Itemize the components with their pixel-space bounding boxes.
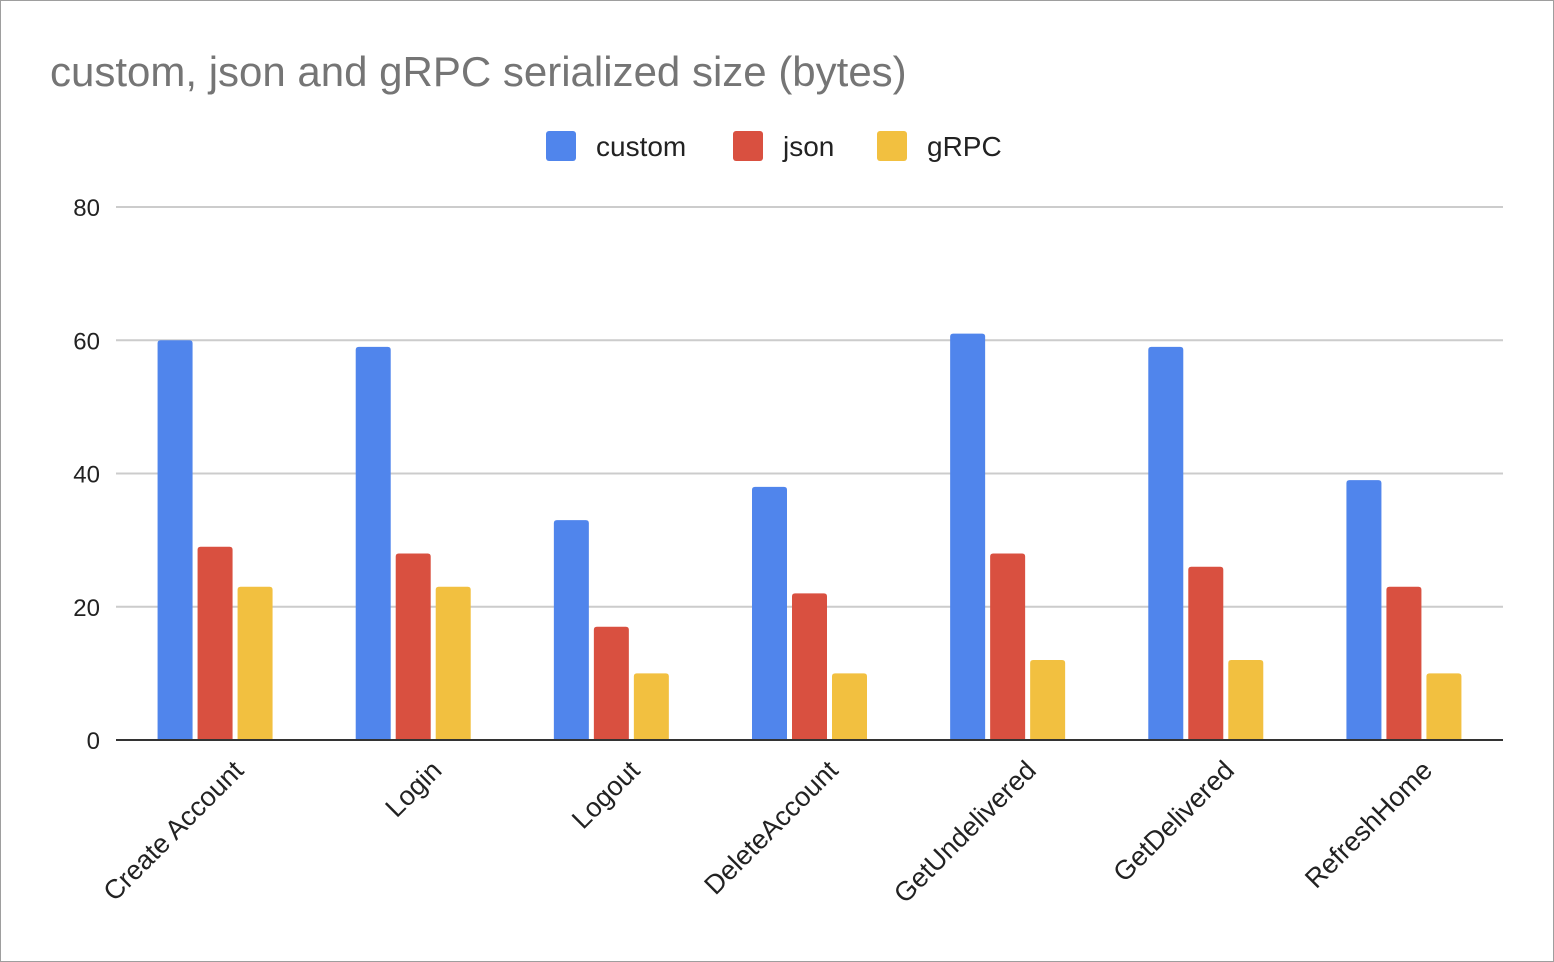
bar-custom-getdelivered — [1148, 346, 1184, 740]
bar-grpc-getundelivered — [1030, 660, 1066, 740]
legend: custom json gRPC — [546, 131, 1002, 162]
bar-custom-refreshhome — [1346, 480, 1382, 740]
bar-custom-logout — [553, 520, 589, 740]
legend-label-custom: custom — [596, 131, 686, 162]
bar-custom-create-account — [157, 340, 193, 740]
bar-json-getdelivered — [1188, 566, 1224, 740]
bar-json-create-account — [197, 546, 233, 740]
y-tick-label: 40 — [73, 462, 100, 489]
legend-swatch-custom — [546, 131, 576, 161]
legend-label-json: json — [782, 131, 834, 162]
x-tick-label: RefreshHome — [1299, 755, 1438, 894]
y-tick-label: 60 — [73, 328, 100, 355]
bar-json-logout — [593, 626, 629, 740]
gridlines — [116, 206, 1503, 608]
y-tick-label: 80 — [73, 195, 100, 222]
bar-custom-deleteaccount — [752, 486, 787, 740]
x-axis-labels: Create Account Login Logout DeleteAccount Ge… — [98, 755, 1439, 909]
x-tick-label: Logout — [566, 755, 646, 835]
bar-grpc-login — [435, 586, 471, 740]
x-tick-label: GetDelivered — [1107, 755, 1240, 888]
legend-swatch-grpc — [877, 131, 907, 161]
bar-json-login — [395, 553, 431, 740]
bars — [157, 333, 1462, 740]
x-tick-label: Login — [380, 755, 448, 823]
bar-grpc-refreshhome — [1426, 673, 1462, 740]
bar-custom-login — [355, 346, 391, 740]
bar-grpc-getdelivered — [1228, 660, 1264, 740]
y-axis-ticks: 0 20 40 60 80 — [73, 195, 100, 755]
bar-grpc-deleteaccount — [832, 673, 867, 740]
x-tick-label: DeleteAccount — [698, 755, 844, 901]
chart-title: custom, json and gRPC serialized size (b… — [50, 48, 907, 95]
x-tick-label: Create Account — [98, 755, 250, 907]
bar-json-getundelivered — [990, 553, 1026, 740]
legend-label-grpc: gRPC — [927, 131, 1002, 162]
bar-grpc-logout — [633, 673, 669, 740]
y-tick-label: 20 — [73, 595, 100, 622]
legend-swatch-json — [733, 131, 763, 161]
bar-json-refreshhome — [1386, 586, 1422, 740]
y-tick-label: 0 — [87, 728, 100, 755]
bar-json-deleteaccount — [792, 593, 827, 740]
x-tick-label: GetUndelivered — [888, 755, 1042, 909]
bar-custom-getundelivered — [950, 333, 986, 740]
bar-grpc-create-account — [237, 586, 273, 740]
